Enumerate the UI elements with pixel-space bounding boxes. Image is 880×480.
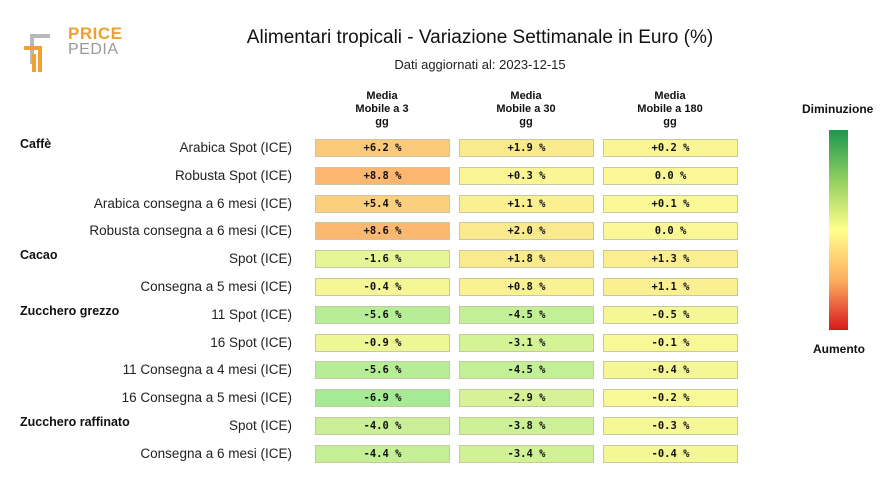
column-header-line: Media (510, 90, 542, 102)
value-cell: +1.9 % (459, 139, 594, 157)
row-label: 11 Consegna a 4 mesi (ICE) (122, 362, 292, 378)
column-header-line: Media (654, 90, 686, 102)
value-cell: -0.3 % (603, 417, 738, 435)
value-cell: -0.9 % (315, 333, 450, 352)
value-cell: 0.0 % (603, 222, 738, 241)
row-label: 16 Consegna a 5 mesi (ICE) (121, 390, 292, 406)
row-label: Consegna a 5 mesi (ICE) (140, 279, 292, 294)
legend-bottom-label: Aumento (813, 342, 865, 356)
value-cell: +1.8 % (459, 250, 594, 269)
value-cell: -5.6 % (315, 361, 450, 380)
value-cell: +8.6 % (315, 222, 450, 241)
value-cell: +8.8 % (315, 166, 450, 185)
value-cell: -1.6 % (315, 250, 450, 269)
value-cell: -4.5 % (459, 305, 594, 324)
value-cell: -0.4 % (603, 444, 738, 463)
row-label: Spot (ICE) (228, 251, 292, 267)
value-cell: +0.1 % (603, 194, 738, 213)
value-cell: +1.1 % (459, 194, 594, 213)
group-label: Cacao (20, 248, 58, 263)
value-cell: -0.4 % (603, 361, 738, 380)
legend-top-label: Diminuzione (802, 102, 874, 116)
column-header-line: gg (375, 116, 389, 128)
value-cell: -4.4 % (315, 444, 450, 463)
group-label: Caffè (20, 137, 52, 151)
value-cell: -0.2 % (603, 389, 738, 408)
row-label: Consegna a 6 mesi (ICE) (140, 445, 292, 461)
group-label: Zucchero grezzo (20, 303, 120, 318)
group-label: Zucchero raffinato (20, 415, 130, 429)
value-cell: -0.1 % (603, 333, 738, 352)
column-header-line: gg (519, 116, 533, 128)
value-cell: -0.5 % (603, 305, 738, 324)
column-header-line: gg (663, 116, 677, 128)
pricepedia-logo: PRICE PEDIA (20, 24, 130, 74)
value-cell: -4.5 % (459, 361, 594, 380)
column-header: Media Mobile a 30 gg (458, 90, 594, 129)
column-header-line: Media (366, 90, 398, 102)
value-cell: -5.6 % (315, 305, 450, 324)
row-label: 11 Spot (ICE) (211, 306, 292, 322)
value-cell: +6.2 % (315, 139, 450, 157)
value-cell: -3.8 % (459, 417, 594, 435)
column-header-line: Mobile a 180 (637, 103, 703, 115)
value-cell: +2.0 % (459, 222, 594, 241)
logo-mark-icon (24, 34, 50, 72)
value-cell: +0.8 % (459, 278, 594, 296)
value-cell: -3.1 % (459, 333, 594, 352)
value-cell: -2.9 % (459, 389, 594, 408)
value-cell: +0.2 % (603, 139, 738, 157)
value-cell: -0.4 % (315, 278, 450, 296)
row-label: Robusta Spot (ICE) (174, 167, 292, 183)
value-cell: +0.3 % (459, 166, 594, 185)
logo-text-price: PRICE (68, 24, 123, 43)
row-label: Spot (ICE) (228, 418, 292, 433)
value-cell: +5.4 % (315, 194, 450, 213)
row-label: 16 Spot (ICE) (210, 334, 292, 350)
value-cell: -3.4 % (459, 444, 594, 463)
column-header-line: Mobile a 3 (355, 103, 409, 115)
value-cell: -4.0 % (315, 417, 450, 435)
column-header-line: Mobile a 30 (496, 103, 556, 115)
column-header: Media Mobile a 3 gg (314, 90, 450, 129)
logo-text-pedia: PEDIA (68, 41, 119, 58)
chart-subtitle: Dati aggiornati al: 2023-12-15 (394, 57, 566, 72)
row-label: Arabica Spot (ICE) (179, 140, 292, 155)
value-cell: -6.9 % (315, 389, 450, 408)
value-cell: +1.1 % (603, 278, 738, 296)
row-label: Arabica consegna a 6 mesi (ICE) (93, 195, 292, 211)
column-header: Media Mobile a 180 gg (602, 90, 738, 129)
row-label: Robusta consegna a 6 mesi (ICE) (89, 223, 292, 239)
value-cell: 0.0 % (603, 166, 738, 185)
chart-title: Alimentari tropicali - Variazione Settim… (246, 27, 714, 48)
legend-color-bar (829, 130, 848, 330)
value-cell: +1.3 % (603, 250, 738, 269)
